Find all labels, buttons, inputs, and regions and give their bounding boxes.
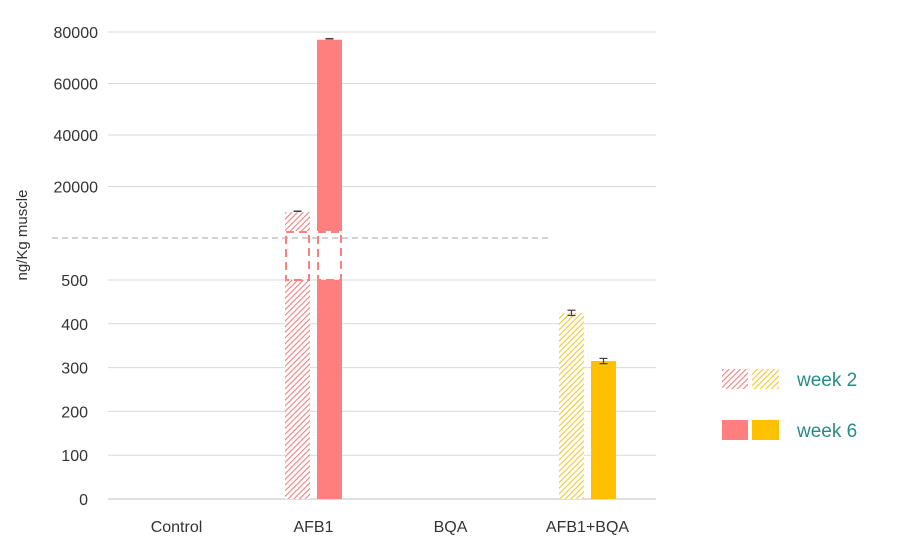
bar-afb1-week-6-break (317, 231, 342, 281)
y-tick-upper: 40000 (54, 128, 99, 145)
bar-afb1-week-2-upper (285, 212, 310, 231)
x-tick-label: AFB1 (293, 519, 333, 536)
legend-swatch-afb1bqa-week-6 (752, 420, 779, 440)
bar-afb1-week-2-break (285, 231, 310, 281)
legend-label-week-2: week 2 (796, 370, 857, 391)
y-tick-lower: 500 (61, 273, 88, 290)
legend-swatch-afb1bqa-week-2 (752, 369, 779, 389)
bar-afb1-week-6-upper (317, 39, 342, 231)
y-axis-label: ng/Kg muscle (14, 190, 31, 281)
y-tick-lower: 200 (61, 404, 88, 421)
y-tick-lower: 100 (61, 448, 88, 465)
bar-afb1-bqa-week-2 (559, 312, 584, 499)
x-tick-label: BQA (434, 519, 468, 536)
legend-swatch-afb1-week-2 (722, 369, 748, 389)
y-tick-upper: 20000 (54, 180, 99, 197)
y-tick-upper: 60000 (54, 77, 99, 94)
legend-swatch-afb1-week-6 (722, 420, 748, 440)
y-tick-upper: 80000 (54, 25, 99, 42)
legend: week 2 week 6 (722, 369, 857, 442)
y-tick-lower: 0 (79, 492, 88, 509)
x-tick-label: AFB1+BQA (546, 519, 629, 536)
legend-label-week-6: week 6 (796, 421, 857, 442)
bar-afb1-bqa-week-6 (591, 361, 616, 499)
bar-afb1-week-2-lower (285, 280, 310, 499)
y-tick-lower: 400 (61, 317, 88, 334)
x-tick-label: Control (151, 519, 203, 536)
y-tick-lower: 300 (61, 361, 88, 378)
bar-afb1-week-6-lower (317, 280, 342, 499)
